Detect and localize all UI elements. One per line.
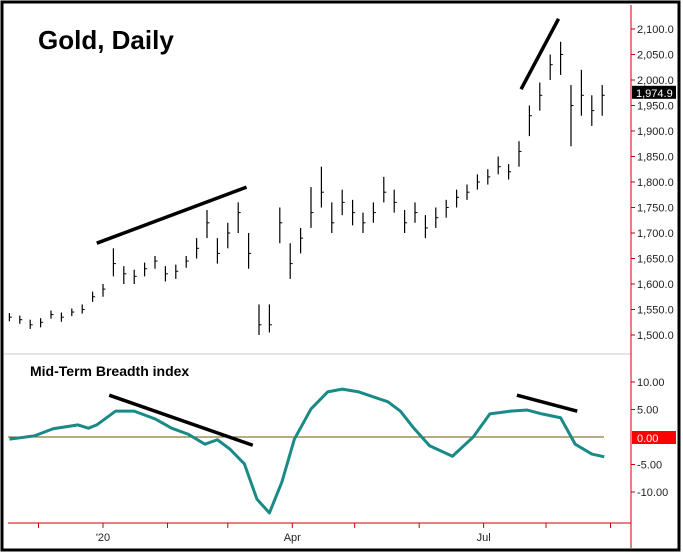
last-price-label: 1,974.9 <box>636 88 673 100</box>
breadth-y-tick-label: -10.00 <box>637 487 668 499</box>
price-y-tick-label: 1,800.0 <box>637 177 674 189</box>
price-y-tick-label: 1,500.0 <box>637 330 674 342</box>
price-y-tick-label: 1,900.0 <box>637 126 674 138</box>
price-y-tick-label: 1,850.0 <box>637 152 674 164</box>
breadth-line <box>9 387 605 515</box>
price-y-tick-label: 2,050.0 <box>637 50 674 62</box>
price-pane <box>8 17 605 335</box>
zero-value-badge <box>632 431 676 444</box>
x-tick-label: Jul <box>477 532 491 544</box>
price-y-tick-label: 1,600.0 <box>637 279 674 291</box>
price-y-tick-label: 2,000.0 <box>637 75 674 87</box>
price-y-tick-label: 1,650.0 <box>637 254 674 266</box>
breadth-y-tick-label: -5.00 <box>637 460 662 472</box>
price-y-tick-label: 2,100.0 <box>637 24 674 36</box>
price-y-tick-label: 1,750.0 <box>637 203 674 215</box>
price-y-tick-label: 1,950.0 <box>637 101 674 113</box>
price-y-tick-label: 1,550.0 <box>637 305 674 317</box>
axes: 2,100.0 2,050.0 2,000.0 1,950.0 1,900.0 1,850… <box>4 5 676 548</box>
breadth-y-tick-label: 10.00 <box>637 377 665 389</box>
breadth-chart-title: Mid-Term Breadth index <box>30 363 189 379</box>
price-y-tick-label: 1,700.0 <box>637 228 674 240</box>
breadth-pane <box>8 387 605 515</box>
price-trendline <box>519 17 561 91</box>
x-tick-label: '20 <box>96 532 110 544</box>
breadth-y-tick-label: 5.00 <box>637 405 658 417</box>
breadth-trendline <box>516 393 578 413</box>
zero-value-label: 0.00 <box>637 433 658 445</box>
last-price-badge <box>632 85 676 99</box>
x-tick-label: Apr <box>284 532 301 544</box>
breadth-trendline <box>108 393 254 447</box>
price-trendline <box>96 185 248 245</box>
price-chart-title: Gold, Daily <box>38 25 174 55</box>
